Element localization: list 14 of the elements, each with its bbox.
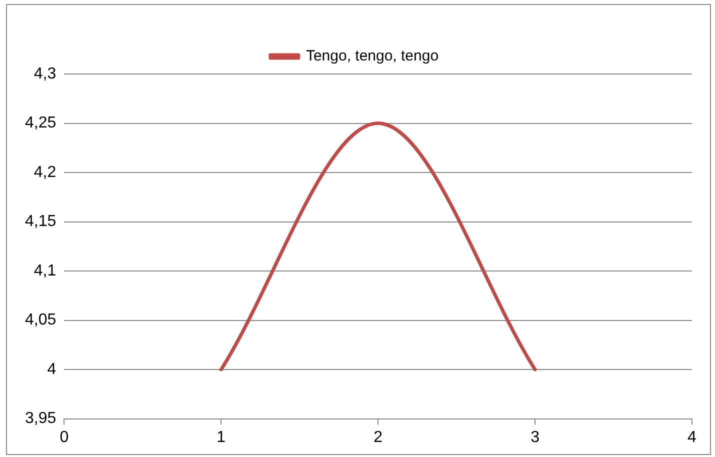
y-tick-label: 4,2	[34, 164, 56, 181]
x-tick-label: 2	[374, 428, 383, 446]
x-tick-label: 3	[530, 428, 540, 446]
y-tick-label: 4	[47, 360, 56, 378]
x-tick-label: 0	[60, 428, 69, 446]
y-tick-label: 4,25	[25, 114, 56, 132]
x-tick-label: 1	[216, 428, 226, 446]
legend-label: Tengo, tengo, tengo	[306, 48, 439, 65]
y-tick-label: 4,1	[34, 262, 56, 280]
y-tick-label: 4,15	[25, 213, 56, 230]
y-tick-label: 4,05	[25, 312, 56, 329]
y-tick-label: 3,95	[25, 410, 56, 428]
x-tick-label: 4	[688, 428, 697, 446]
y-tick-label: 4,3	[34, 65, 56, 82]
